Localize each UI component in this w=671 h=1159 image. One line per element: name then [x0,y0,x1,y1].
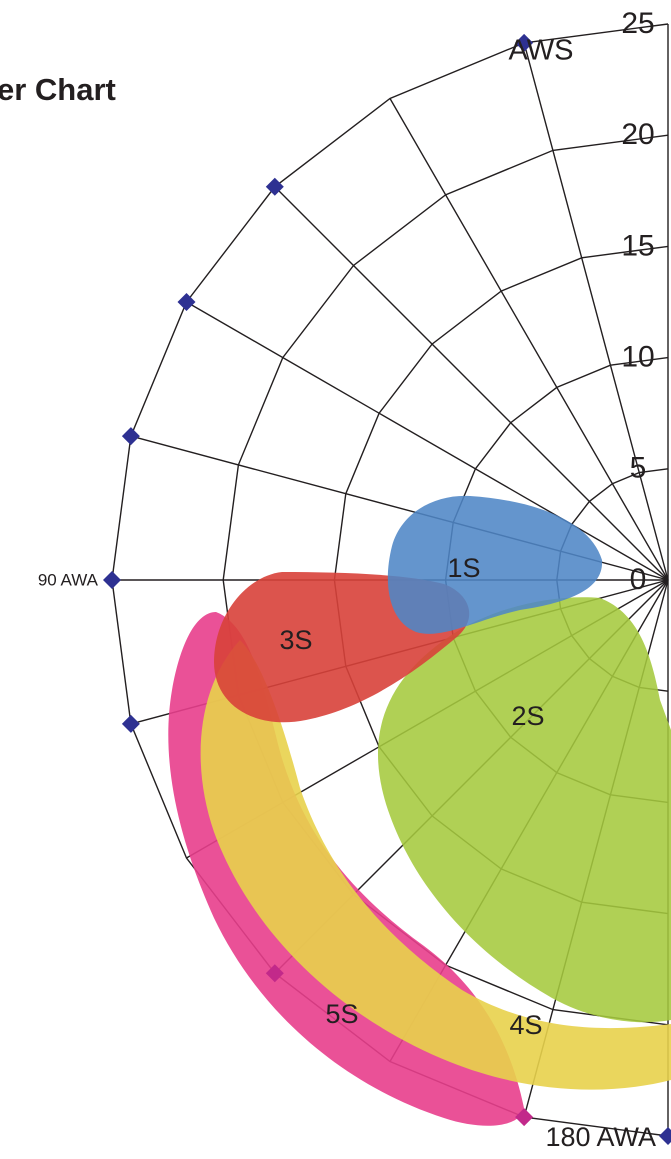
axis-labels: 5S 4S 2S 3S 1S 0 5 10 15 20 25 AWS 90 AWA 180 AWA [38,7,656,1152]
tick-label-20: 20 [621,118,654,151]
outer-markers [103,33,671,1145]
radial-axis-label: AWS [509,35,574,67]
region-2s [377,597,671,1023]
sail-regions [168,495,671,1126]
tick-label-10: 10 [621,341,654,374]
marker-15 [515,33,534,52]
marker-60 [177,293,196,311]
tick-label-0: 0 [630,563,647,596]
region-label-1s: 1S [447,553,480,583]
spoke-45 [274,186,669,581]
angle-label-180: 180 AWA [545,1122,656,1152]
region-label-2s: 2S [511,701,544,731]
spoke-30 [389,98,669,581]
marker-75 [121,427,140,446]
marker-90 [103,571,121,589]
region-4s [200,640,671,1090]
region-label-3s: 3S [279,625,312,655]
marker-180 [659,1127,671,1145]
marker-45 [265,177,284,196]
region-label-5s: 5S [325,999,358,1029]
marker-105 [121,714,140,733]
region-1s [387,495,603,634]
region-label-4s: 4S [509,1010,542,1040]
angle-label-90: 90 AWA [38,570,99,589]
marker-165 [515,1108,534,1127]
tick-label-5: 5 [630,452,647,485]
chart-title: er Chart [0,72,116,107]
tick-label-15: 15 [621,229,654,262]
spoke-15 [523,42,669,581]
spoke-60 [186,301,669,581]
tick-label-25: 25 [621,7,654,40]
marker-135 [265,964,284,983]
